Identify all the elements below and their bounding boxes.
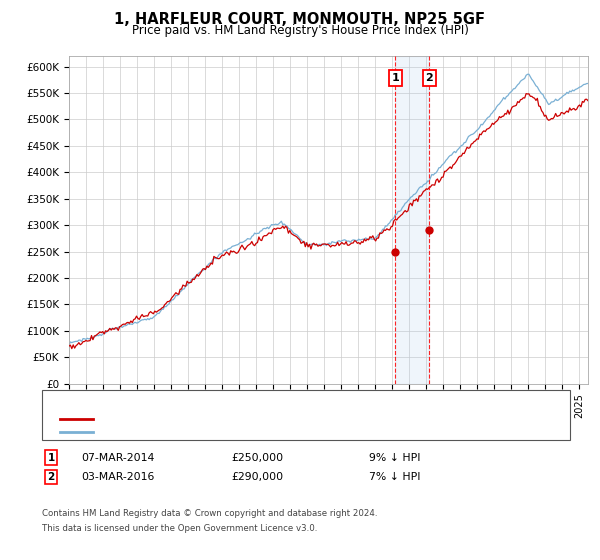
Text: 1: 1 (391, 73, 399, 83)
Text: 1, HARFLEUR COURT, MONMOUTH, NP25 5GF (detached house): 1, HARFLEUR COURT, MONMOUTH, NP25 5GF (d… (99, 414, 429, 424)
Text: 07-MAR-2014: 07-MAR-2014 (81, 452, 154, 463)
Text: £290,000: £290,000 (231, 472, 283, 482)
Text: 1, HARFLEUR COURT, MONMOUTH, NP25 5GF: 1, HARFLEUR COURT, MONMOUTH, NP25 5GF (115, 12, 485, 27)
Text: Contains HM Land Registry data © Crown copyright and database right 2024.: Contains HM Land Registry data © Crown c… (42, 509, 377, 518)
Text: £250,000: £250,000 (231, 452, 283, 463)
Text: 03-MAR-2016: 03-MAR-2016 (81, 472, 154, 482)
Text: 9% ↓ HPI: 9% ↓ HPI (369, 452, 421, 463)
Text: Price paid vs. HM Land Registry's House Price Index (HPI): Price paid vs. HM Land Registry's House … (131, 24, 469, 36)
Text: HPI: Average price, detached house, Monmouthshire: HPI: Average price, detached house, Monm… (99, 427, 373, 437)
Text: This data is licensed under the Open Government Licence v3.0.: This data is licensed under the Open Gov… (42, 524, 317, 533)
Text: 1: 1 (47, 452, 55, 463)
Text: 2: 2 (47, 472, 55, 482)
Bar (395, 56, 430, 384)
Text: 2: 2 (425, 73, 433, 83)
Text: 7% ↓ HPI: 7% ↓ HPI (369, 472, 421, 482)
